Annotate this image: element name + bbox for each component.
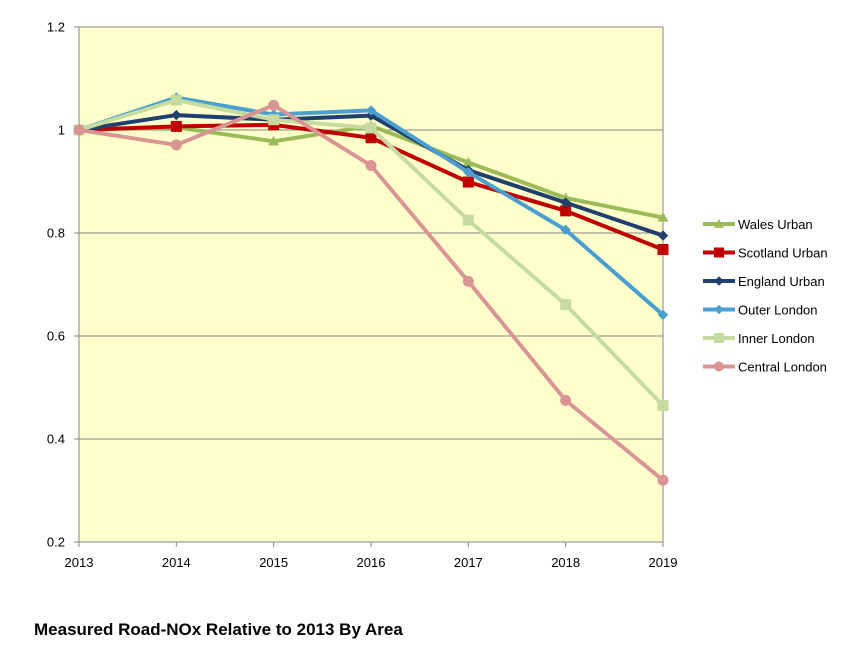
data-point-wales-urban (268, 135, 280, 146)
legend-item-scotland-urban: Scotland Urban (703, 246, 828, 261)
legend-label: Outer London (738, 303, 818, 318)
legend-marker (714, 247, 724, 258)
data-point-scotland-urban (462, 176, 474, 188)
data-point-scotland-urban (365, 132, 377, 144)
x-tick-label: 2015 (259, 555, 288, 570)
data-point-central-london (365, 160, 377, 172)
data-point-england-urban (560, 197, 571, 208)
data-point-inner-london (462, 214, 474, 226)
x-tick-label: 2017 (454, 555, 483, 570)
x-tick-label: 2018 (551, 555, 580, 570)
data-point-inner-london (365, 122, 377, 134)
chart-title: Measured Road-NOx Relative to 2013 By Ar… (34, 620, 403, 639)
data-point-inner-london (560, 299, 572, 311)
data-point-central-london (170, 139, 182, 151)
data-point-scotland-urban (657, 243, 669, 255)
y-axis: 0.2 0.4 0.6 0.8 1 1.2 (47, 20, 664, 550)
series-central-london (73, 99, 669, 486)
legend-marker (714, 361, 724, 372)
data-point-inner-london (657, 400, 669, 412)
data-point-outer-london (463, 167, 474, 178)
x-axis: 2013 2014 2015 2016 2017 2018 2019 (65, 541, 678, 570)
x-tick-label: 2019 (649, 555, 678, 570)
data-point-scotland-urban (170, 120, 182, 132)
data-point-england-urban (171, 109, 182, 121)
legend-item-wales-urban: Wales Urban (703, 217, 813, 232)
legend-label: Inner London (738, 331, 815, 346)
data-point-inner-london (268, 114, 280, 126)
data-point-outer-london (657, 309, 669, 321)
legend-marker (714, 333, 724, 343)
data-point-central-london (560, 394, 572, 406)
legend-label: Wales Urban (738, 217, 813, 232)
data-point-wales-urban (462, 156, 474, 167)
legend-item-outer-london: Outer London (703, 303, 818, 318)
series-layer (73, 92, 669, 486)
x-tick-label: 2016 (357, 555, 386, 570)
legend-marker (714, 304, 724, 315)
y-tick-label: 0.2 (47, 535, 65, 550)
y-tick-label: 1.2 (47, 20, 65, 35)
data-point-central-london (73, 124, 85, 136)
y-tick-label: 0.4 (47, 432, 65, 447)
legend-marker (714, 276, 724, 286)
data-point-scotland-urban (560, 205, 572, 217)
legend-marker (714, 219, 724, 228)
legend-item-england-urban: England Urban (703, 274, 825, 289)
legend-item-inner-london: Inner London (703, 331, 815, 346)
y-tick-label: 0.8 (47, 226, 65, 241)
legend: Wales Urban Scotland Urban England Urban Ou… (703, 217, 828, 375)
data-point-central-london (462, 275, 474, 287)
x-tick-label: 2014 (162, 555, 191, 570)
y-tick-label: 1 (58, 123, 65, 138)
data-point-outer-london (560, 224, 571, 236)
data-point-central-london (657, 474, 669, 486)
legend-label: Central London (738, 360, 827, 375)
data-point-wales-urban (657, 212, 669, 222)
data-point-central-london (268, 99, 280, 111)
legend-label: England Urban (738, 274, 825, 289)
data-point-outer-london (365, 105, 377, 116)
legend-label: Scotland Urban (738, 246, 828, 261)
data-point-england-urban (657, 230, 669, 241)
data-point-inner-london (170, 94, 182, 106)
y-tick-label: 0.6 (47, 329, 65, 344)
legend-item-central-london: Central London (703, 360, 827, 375)
x-tick-label: 2013 (65, 555, 94, 570)
